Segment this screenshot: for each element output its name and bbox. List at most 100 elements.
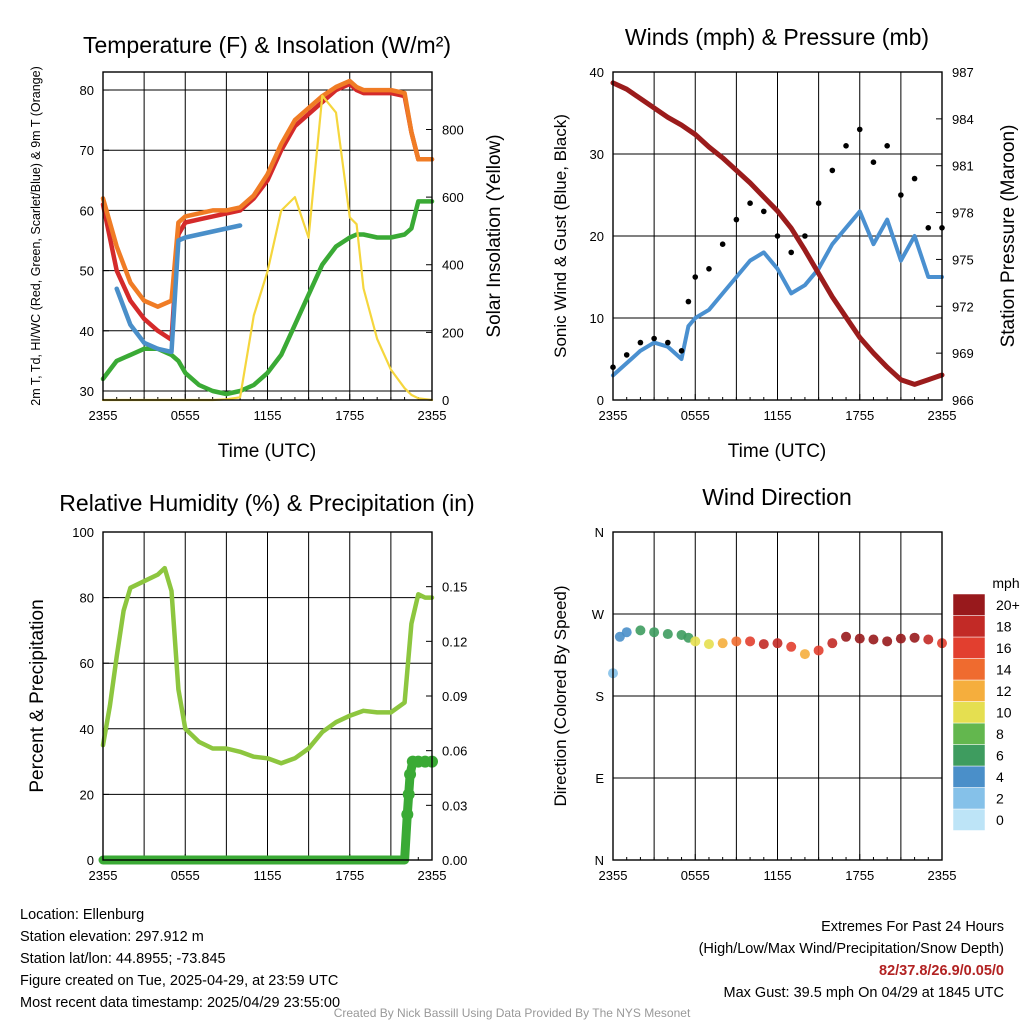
legend-label: 18 (996, 618, 1012, 634)
x-tick-label: 1755 (845, 868, 874, 883)
gust-point (774, 233, 781, 239)
x-tick-label: 1755 (845, 408, 874, 423)
direction-point (745, 636, 756, 647)
legend-title: mph (992, 575, 1019, 591)
series-line (114, 223, 243, 355)
legend-swatch (952, 787, 986, 810)
y2-tick-label: 0.15 (442, 580, 467, 595)
y-tick-label: 80 (80, 83, 94, 98)
legend-swatch (952, 636, 986, 659)
y-tick-label: E (595, 771, 604, 786)
x-tick-label: 1155 (764, 408, 792, 423)
direction-point (662, 629, 673, 640)
y-tick-label: W (592, 607, 605, 622)
y-tick-label: 30 (590, 147, 604, 162)
gust-point (925, 225, 932, 231)
elevation-text: Station elevation: 297.912 m (20, 929, 204, 945)
x-tick-label: 0555 (171, 868, 200, 883)
y-tick-label: 60 (80, 203, 94, 218)
gust-point (665, 339, 671, 346)
y2-tick-label: 400 (442, 258, 464, 273)
legend-swatch (952, 658, 986, 681)
gust-point (911, 175, 918, 182)
x-tick-label: 2355 (89, 868, 118, 883)
x-tick-label: 2355 (89, 408, 118, 423)
y-tick-label: 60 (80, 656, 94, 671)
gust-point (678, 348, 685, 354)
x-tick-label: 2355 (928, 408, 957, 423)
direction-point (799, 649, 810, 660)
legend-swatch (952, 701, 986, 724)
series-line (611, 209, 944, 378)
gust-point (829, 167, 836, 174)
precip-point (404, 768, 417, 781)
direction-point (909, 632, 920, 643)
direction-point (649, 627, 660, 638)
y2-tick-label: 981 (952, 159, 974, 174)
credit-text: Created By Nick Bassill Using Data Provi… (333, 1006, 691, 1020)
y2-tick-label: 0.09 (442, 689, 467, 704)
x-tick-label: 2355 (928, 868, 957, 883)
y2-tick-label: 200 (442, 325, 464, 340)
y-tick-label: 40 (80, 324, 94, 339)
y2-tick-label: 969 (952, 346, 974, 361)
plot-frame (612, 531, 943, 861)
created-text: Figure created on Tue, 2025-04-29, at 23… (20, 973, 339, 989)
y-tick-label: N (595, 853, 604, 868)
x-tick-label: 2355 (418, 408, 447, 423)
gust-point (884, 143, 890, 149)
y-tick-label: S (595, 689, 604, 704)
direction-point (758, 639, 769, 650)
direction-point (882, 636, 893, 647)
gust-point (651, 335, 657, 342)
direction-point (690, 636, 701, 647)
legend-label: 6 (996, 747, 1004, 763)
y-tick-label: 80 (80, 591, 94, 606)
y-tick-label: 40 (590, 65, 604, 80)
y2-axis-label: Station Pressure (Maroon) (998, 125, 1019, 348)
y-tick-label: 0 (597, 393, 604, 408)
legend-label: 14 (996, 661, 1012, 677)
direction-point (621, 627, 632, 638)
y-axis-label: 2m T, Td, HI/WC (Red, Green, Scarlet/Blu… (29, 66, 43, 405)
x-tick-label: 1755 (335, 408, 364, 423)
chart-title: Relative Humidity (%) & Precipitation (i… (59, 490, 474, 516)
series-line (100, 78, 435, 309)
direction-point (895, 633, 906, 644)
direction-point (703, 639, 714, 650)
direction-point (717, 638, 728, 649)
y-tick-label: 100 (72, 525, 94, 540)
y-tick-label: 0 (87, 853, 94, 868)
legend-swatch (952, 744, 986, 767)
precip-point (402, 788, 415, 801)
legend-swatch (952, 679, 986, 702)
legend-swatch (952, 593, 986, 616)
y-tick-label: 20 (80, 787, 94, 802)
x-tick-label: 1155 (254, 408, 282, 423)
y-axis-label: Percent & Precipitation (27, 599, 48, 792)
legend-label: 8 (996, 726, 1004, 742)
gust-point (802, 233, 808, 239)
x-tick-label: 2355 (599, 868, 628, 883)
y-tick-label: 70 (80, 143, 94, 158)
direction-point (841, 631, 852, 642)
plot-frame (612, 71, 943, 401)
direction-point (786, 641, 797, 652)
series-line (100, 81, 435, 343)
latlon-text: Station lat/lon: 44.8955; -73.845 (20, 951, 226, 967)
x-axis-label: Time (UTC) (728, 441, 827, 462)
x-tick-label: 1155 (764, 868, 792, 883)
legend-label: 12 (996, 683, 1012, 699)
legend-label: 2 (996, 790, 1004, 806)
legend-swatch (952, 615, 986, 638)
y-tick-label: 10 (590, 311, 604, 326)
direction-point (813, 645, 824, 656)
gust-point (815, 200, 822, 206)
series-line (610, 80, 945, 387)
y-tick-label: 20 (590, 229, 604, 244)
y2-tick-label: 975 (952, 252, 974, 267)
